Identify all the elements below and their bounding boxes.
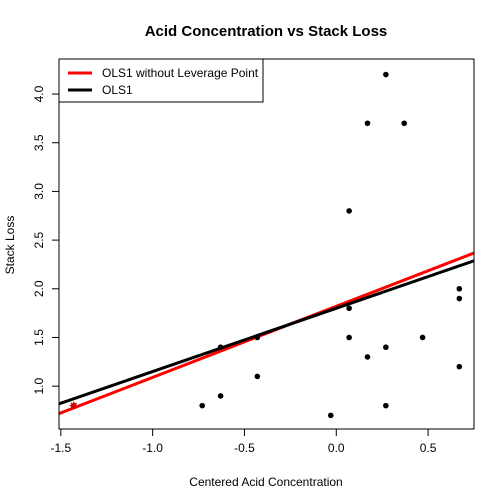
- data-point: [456, 285, 463, 292]
- legend-label: OLS1: [102, 83, 133, 97]
- data-point: [217, 393, 224, 399]
- data-point: [456, 363, 463, 370]
- y-tick-label: 3.5: [32, 134, 46, 151]
- data-point: [364, 354, 371, 360]
- y-tick-label: 4.0: [32, 85, 46, 102]
- legend-label: OLS1 without Leverage Point: [102, 66, 259, 80]
- y-tick-label: 2.5: [32, 231, 46, 248]
- data-point: [383, 344, 389, 351]
- x-tick-label: -1.5: [50, 441, 71, 455]
- data-point: [383, 71, 389, 78]
- data-point: [456, 295, 463, 302]
- data-point: [346, 208, 352, 214]
- y-tick-label: 1.5: [32, 329, 46, 346]
- y-tick-label: 1.0: [32, 377, 46, 394]
- regression-line-2: [59, 259, 474, 406]
- x-axis-label: Centered Acid Concentration: [189, 475, 342, 489]
- data-point: [254, 334, 261, 341]
- chart-title: Acid Concentration vs Stack Loss: [145, 23, 388, 40]
- data-point: [327, 412, 334, 419]
- data-point: [199, 402, 206, 409]
- data-point: [401, 120, 408, 127]
- y-tick-label: 2.0: [32, 280, 46, 297]
- axes: -1.5 -1.0 -0.5 0.0 0.5 1.0 1.5 2.0 2.5 3.0 3.5 4.0: [32, 58, 475, 455]
- x-tick-label: 0.5: [420, 441, 437, 455]
- data-point: [383, 402, 389, 409]
- x-tick-label: -1.0: [142, 441, 163, 455]
- data-point: [254, 373, 261, 380]
- y-tick-label: 3.0: [32, 183, 46, 200]
- legend: OLS1 without Leverage Point OLS1: [58, 58, 264, 103]
- x-tick-label: 0.0: [328, 441, 345, 455]
- regression-lines: [59, 251, 474, 416]
- x-tick-label: -0.5: [234, 441, 255, 455]
- y-axis-label: Stack Loss: [3, 216, 17, 275]
- data-point: [346, 334, 352, 341]
- data-point: [346, 305, 352, 312]
- data-points: [69, 71, 463, 419]
- data-point: [364, 120, 371, 127]
- data-point: [419, 334, 426, 341]
- data-point: [217, 344, 224, 351]
- leverage-point-stroke: [70, 402, 77, 409]
- legend-box: [58, 58, 264, 103]
